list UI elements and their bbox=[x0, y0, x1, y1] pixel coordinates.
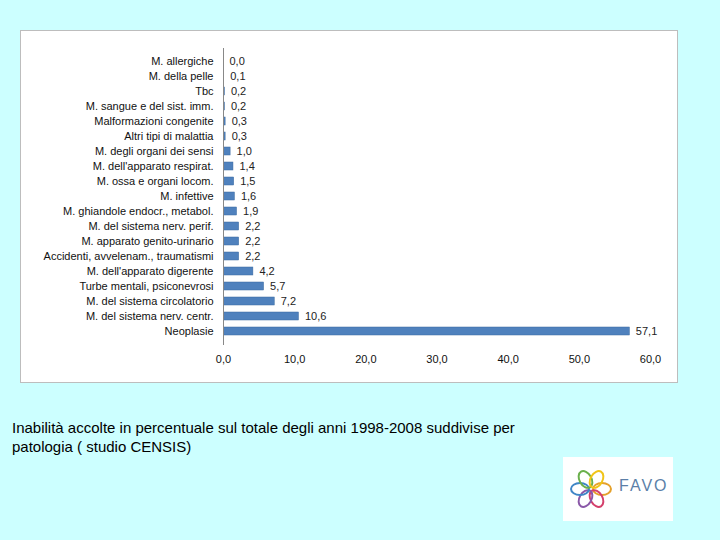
svg-text:0,2: 0,2 bbox=[231, 100, 246, 112]
svg-text:1,0: 1,0 bbox=[237, 145, 252, 157]
svg-text:1,9: 1,9 bbox=[243, 205, 258, 217]
svg-text:0,1: 0,1 bbox=[230, 70, 245, 82]
svg-text:Neoplasie: Neoplasie bbox=[165, 325, 214, 337]
svg-text:M. ghiandole endocr., metabol.: M. ghiandole endocr., metabol. bbox=[63, 205, 213, 217]
svg-text:M. infettive: M. infettive bbox=[160, 190, 213, 202]
svg-text:2,2: 2,2 bbox=[245, 220, 260, 232]
svg-text:50,0: 50,0 bbox=[569, 353, 590, 365]
svg-text:M. dell'apparato respirat.: M. dell'apparato respirat. bbox=[93, 160, 214, 172]
svg-text:1,4: 1,4 bbox=[239, 160, 254, 172]
svg-text:1,5: 1,5 bbox=[240, 175, 255, 187]
svg-text:M. sangue e del sist. imm.: M. sangue e del sist. imm. bbox=[86, 100, 214, 112]
svg-text:M. apparato genito-urinario: M. apparato genito-urinario bbox=[81, 235, 213, 247]
svg-text:0,3: 0,3 bbox=[232, 130, 247, 142]
svg-text:Malformazioni congenite: Malformazioni congenite bbox=[94, 115, 213, 127]
svg-text:Turbe mentali, psiconevrosi: Turbe mentali, psiconevrosi bbox=[79, 280, 213, 292]
svg-text:57,1: 57,1 bbox=[636, 325, 657, 337]
svg-text:M. del sistema nerv. centr.: M. del sistema nerv. centr. bbox=[86, 310, 214, 322]
svg-text:Altri tipi di malattia: Altri tipi di malattia bbox=[124, 130, 214, 142]
svg-text:M. degli organi dei sensi: M. degli organi dei sensi bbox=[95, 145, 214, 157]
svg-text:10,6: 10,6 bbox=[305, 310, 326, 322]
svg-text:5,7: 5,7 bbox=[270, 280, 285, 292]
svg-text:FAVO: FAVO bbox=[619, 477, 669, 494]
svg-text:30,0: 30,0 bbox=[426, 353, 447, 365]
svg-text:0,2: 0,2 bbox=[231, 85, 246, 97]
svg-text:20,0: 20,0 bbox=[355, 353, 376, 365]
svg-text:10,0: 10,0 bbox=[284, 353, 305, 365]
svg-text:M. del sistema nerv. perif.: M. del sistema nerv. perif. bbox=[88, 220, 213, 232]
svg-text:0,0: 0,0 bbox=[230, 55, 245, 67]
html-text:Inabilità accolte in percentua: Inabilità accolte in percentuale sul tot… bbox=[12, 419, 515, 455]
svg-text:2,2: 2,2 bbox=[245, 235, 260, 247]
svg-text:0,3: 0,3 bbox=[232, 115, 247, 127]
svg-text:7,2: 7,2 bbox=[281, 295, 296, 307]
svg-text:1,6: 1,6 bbox=[241, 190, 256, 202]
svg-text:2,2: 2,2 bbox=[245, 250, 260, 262]
svg-text:M. del sistema circolatorio: M. del sistema circolatorio bbox=[86, 295, 213, 307]
svg-text:0,0: 0,0 bbox=[216, 353, 231, 365]
svg-text:M. della pelle: M. della pelle bbox=[149, 70, 214, 82]
svg-text:M. allergiche: M. allergiche bbox=[151, 55, 213, 67]
svg-text:M. dell'apparato digerente: M. dell'apparato digerente bbox=[87, 265, 214, 277]
svg-text:Accidenti, avvelenam., traumat: Accidenti, avvelenam., traumatismi bbox=[44, 250, 214, 262]
svg-text:Tbc: Tbc bbox=[195, 85, 214, 97]
svg-text:40,0: 40,0 bbox=[497, 353, 518, 365]
svg-text:4,2: 4,2 bbox=[259, 265, 274, 277]
svg-text:M. ossa e organi locom.: M. ossa e organi locom. bbox=[97, 175, 214, 187]
svg-text:60,0: 60,0 bbox=[640, 353, 661, 365]
